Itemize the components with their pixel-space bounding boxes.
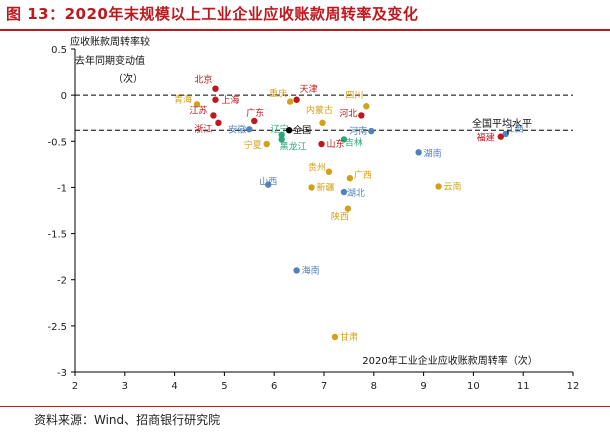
point-label: 贵州 xyxy=(308,162,326,174)
point-青海 xyxy=(193,101,201,108)
point-label: 宁夏 xyxy=(244,139,262,151)
x-tick-label: 5 xyxy=(221,381,227,392)
point-黑龙江 xyxy=(278,136,285,143)
y-tick-label: -2 xyxy=(57,276,67,287)
point-广西 xyxy=(346,175,354,182)
point-label: 海南 xyxy=(302,264,320,276)
axes-layer: 2 3 4 5 6 7 8 9 10 11 12 0.5 0 -0.5 -1 -1.5 -2 -2.5 -3 xyxy=(47,45,579,392)
x-tick-label: 9 xyxy=(420,381,426,392)
point-河南 xyxy=(368,127,375,135)
point-山东 xyxy=(318,140,325,148)
y-tick-label: -1.5 xyxy=(47,230,67,241)
point-label: 云南 xyxy=(444,181,462,193)
point-label: 广东 xyxy=(246,107,264,119)
point-湖南 xyxy=(415,149,422,156)
y-tick-label: -0.5 xyxy=(47,137,67,148)
point-辽宁 xyxy=(278,131,285,139)
point-label: 广西 xyxy=(354,169,372,181)
point-江苏 xyxy=(210,112,217,119)
point-天津 xyxy=(293,96,300,103)
point-重庆 xyxy=(286,98,294,105)
point-label: 北京 xyxy=(194,74,212,86)
point-广东 xyxy=(251,117,258,125)
point-label: 四川 xyxy=(345,91,363,101)
x-tick-label: 11 xyxy=(517,381,530,392)
chart-title: 图 13：2020年末规模以上工业企业应收账款周转率及变化 xyxy=(6,5,419,23)
x-tick-label: 2 xyxy=(72,381,78,392)
y-axis-annotation: 去年同期变动值 xyxy=(75,54,145,67)
y-tick-label: -1 xyxy=(57,183,67,194)
point-label: 青海 xyxy=(174,93,192,105)
point-福建 xyxy=(497,133,504,140)
x-tick-label: 8 xyxy=(371,381,377,392)
point-云南 xyxy=(435,183,442,190)
point-label: 吉林 xyxy=(345,136,363,148)
point-label: 内蒙古 xyxy=(306,104,333,116)
point-内蒙古 xyxy=(319,119,326,127)
point-全国 xyxy=(285,127,293,134)
point-label: 黑龙江 xyxy=(280,140,307,152)
point-上海 xyxy=(212,96,219,103)
source-divider xyxy=(0,406,610,407)
x-axis-title: 2020年工业企业应收账款周转率（次） xyxy=(362,354,537,367)
point-label: 新疆 xyxy=(317,181,335,193)
point-label: 重庆 xyxy=(269,88,287,100)
point-label: 安徽 xyxy=(228,123,246,135)
title-divider xyxy=(0,29,610,31)
y-tick-label: 0.5 xyxy=(51,45,67,56)
point-北京 xyxy=(212,85,219,92)
point-江西 xyxy=(502,130,509,138)
point-label: 江苏 xyxy=(189,104,207,116)
x-tick-label: 10 xyxy=(467,381,480,392)
point-label: 河北 xyxy=(339,107,357,119)
y-tick-label: -2.5 xyxy=(47,322,67,333)
point-label: 湖北 xyxy=(347,188,365,199)
x-tick-label: 4 xyxy=(171,381,177,392)
point-浙江 xyxy=(215,119,222,127)
point-label: 福建 xyxy=(477,132,495,144)
y-tick-label: 0 xyxy=(61,91,67,102)
y-tick-label: -3 xyxy=(57,368,67,379)
point-甘肃 xyxy=(331,333,339,341)
point-宁夏 xyxy=(263,140,270,148)
point-label: 山东 xyxy=(327,138,345,150)
point-陕西 xyxy=(344,205,352,212)
point-label: 甘肃 xyxy=(340,331,358,343)
point-label: 江西 xyxy=(506,124,524,135)
x-tick-label: 3 xyxy=(122,381,128,392)
point-四川 xyxy=(363,103,370,110)
point-label: 上海 xyxy=(221,94,239,106)
point-label: 全国 xyxy=(293,124,311,136)
point-吉林 xyxy=(340,136,348,143)
point-贵州 xyxy=(325,168,333,175)
point-label: 浙江 xyxy=(194,123,212,135)
x-tick-label: 7 xyxy=(321,381,327,392)
point-label: 河南 xyxy=(349,125,367,137)
x-tick-label: 6 xyxy=(271,381,277,392)
source-note: 资料来源：Wind、招商银行研究院 xyxy=(34,413,221,427)
point-河北 xyxy=(358,112,365,119)
point-label: 山西 xyxy=(259,177,277,188)
point-安徽 xyxy=(246,126,253,133)
point-label: 陕西 xyxy=(331,211,349,223)
point-山西 xyxy=(265,181,272,188)
point-新疆 xyxy=(308,184,315,191)
scatter-chart: 2 3 4 5 6 7 8 9 10 11 12 0.5 0 -0.5 -1 -1.5 -2 -2.5 -3 北京上… xyxy=(47,35,579,392)
point-label: 辽宁 xyxy=(271,123,289,135)
point-label: 天津 xyxy=(300,84,318,95)
national-average-label: 全国平均水平 xyxy=(472,117,532,130)
y-axis-annotation: （次） xyxy=(113,72,143,85)
y-axis-annotation: 应收账款周转率较 xyxy=(70,35,150,48)
x-tick-label: 12 xyxy=(567,381,580,392)
point-海南 xyxy=(293,267,300,274)
point-label: 湖南 xyxy=(424,147,442,159)
point-湖北 xyxy=(340,188,348,196)
